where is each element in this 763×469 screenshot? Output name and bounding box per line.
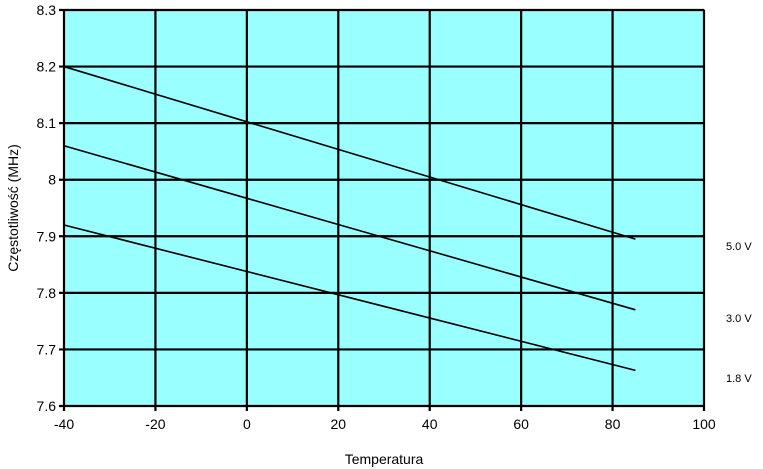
x-tick-label: 80 xyxy=(605,416,621,432)
plot-border xyxy=(63,9,705,407)
x-axis-title: Temperatura xyxy=(345,451,424,467)
y-tick-label: 7.6 xyxy=(37,398,57,414)
series-line xyxy=(63,145,636,311)
series-line xyxy=(63,224,636,372)
x-tick-labels: -40 -20 0 20 40 60 80 100 xyxy=(54,416,716,432)
y-tick-label: 8.3 xyxy=(37,2,57,18)
y-tick-label: 7.7 xyxy=(37,341,57,357)
y-axis-title: Częstotliwość (MHz) xyxy=(5,144,21,272)
y-tick-labels: 7.6 7.7 7.8 7.9 8 8.1 8.2 8.3 xyxy=(37,2,57,414)
x-tick-label: 100 xyxy=(692,416,716,432)
y-tick-label: 7.8 xyxy=(37,285,57,301)
series-line xyxy=(63,65,636,240)
x-tick-label: 40 xyxy=(422,416,438,432)
x-tick-label: -20 xyxy=(145,416,165,432)
x-tick-label: 0 xyxy=(243,416,251,432)
y-tick-label: 8 xyxy=(48,172,56,188)
series-labels: 5.0 V 3.0 V 1.8 V xyxy=(726,241,752,385)
x-tick-label: 60 xyxy=(513,416,529,432)
plot-area xyxy=(64,10,704,406)
y-tick-label: 7.9 xyxy=(37,228,57,244)
series-lines xyxy=(63,65,636,372)
y-tick-label: 8.2 xyxy=(37,59,57,75)
series-label: 3.0 V xyxy=(726,313,752,325)
series-label: 1.8 V xyxy=(726,373,752,385)
x-tick-label: 20 xyxy=(330,416,346,432)
x-tick-label: -40 xyxy=(54,416,74,432)
grid xyxy=(59,8,706,411)
series-label: 5.0 V xyxy=(726,241,752,253)
y-tick-label: 8.1 xyxy=(37,115,57,131)
